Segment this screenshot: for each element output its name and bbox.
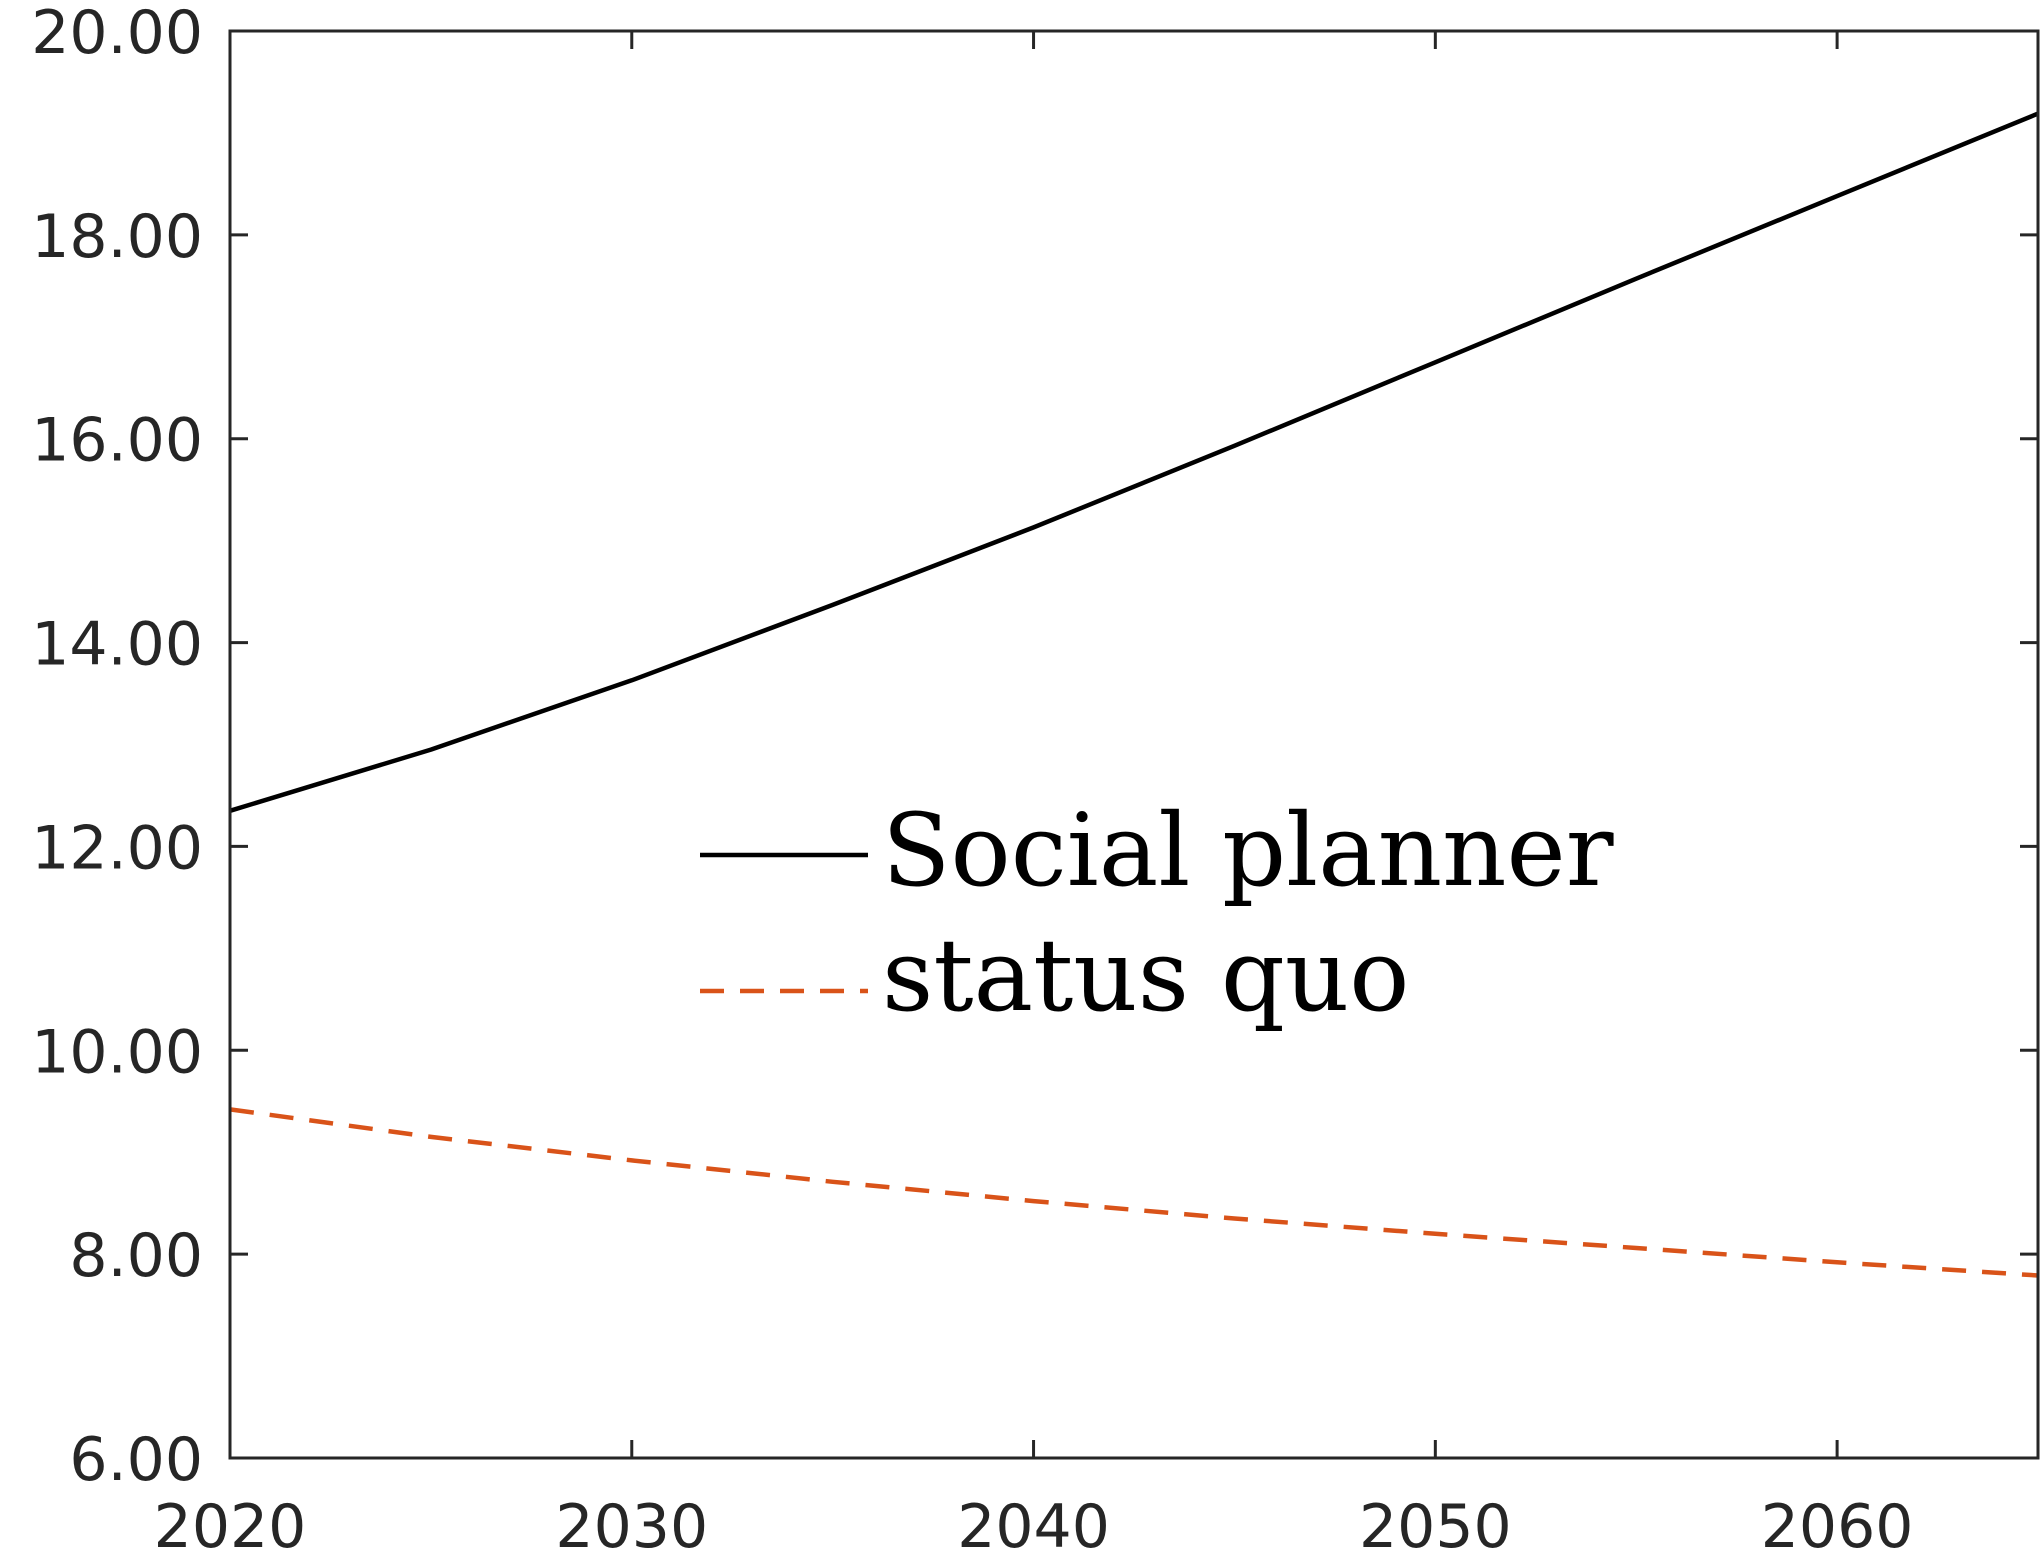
y-tick-label: 20.00: [31, 0, 203, 68]
y-tick-label: 12.00: [31, 813, 203, 883]
y-tick-label: 10.00: [31, 1017, 203, 1087]
y-tick-label: 16.00: [31, 406, 203, 476]
x-tick-label: 2060: [1761, 1492, 1914, 1554]
legend: Social planner status quo: [700, 792, 1614, 1034]
x-tick-label: 2050: [1359, 1492, 1512, 1554]
x-tick-label: 2040: [957, 1492, 1110, 1554]
legend-label-status-quo: status quo: [882, 917, 1409, 1034]
legend-label-social-planner: Social planner: [882, 792, 1614, 909]
series-layer: [229, 111, 2039, 1278]
x-tick-label: 2030: [555, 1492, 708, 1554]
plot-area: [230, 31, 2038, 1458]
y-tick-label: 8.00: [69, 1221, 203, 1291]
series-line-status-quo: [229, 1107, 2039, 1278]
y-tick-label: 18.00: [31, 202, 203, 272]
y-tick-label: 6.00: [69, 1425, 203, 1495]
y-tick-label: 14.00: [31, 610, 203, 680]
ticks-layer: 2020 2030 2040 2050 2060 6.00 8.00 10.00 12.00 14…: [31, 0, 2038, 1554]
x-tick-label: 2020: [154, 1492, 307, 1554]
plot-frame: [228, 29, 2040, 1460]
series-line-social-planner: [229, 111, 2039, 813]
